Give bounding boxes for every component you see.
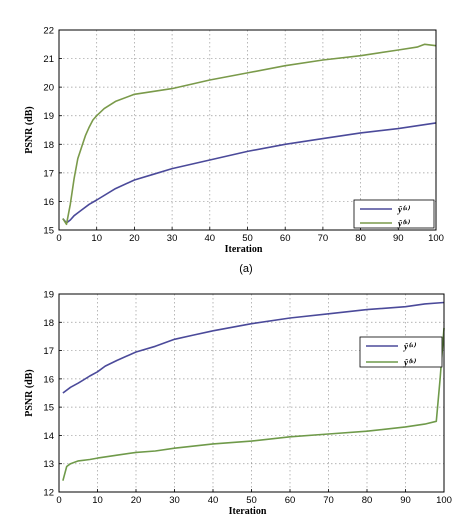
y-tick-label: 20	[43, 83, 54, 94]
y-tick-label: 19	[43, 290, 54, 301]
series-line-2	[62, 43, 437, 226]
x-axis-label: Iteration	[229, 506, 267, 517]
y-tick-label: 15	[43, 226, 54, 237]
x-tick-label: 70	[318, 233, 329, 244]
series-line-1	[62, 122, 437, 224]
legend-box	[353, 199, 435, 229]
plot-frame	[58, 293, 445, 493]
y-axis-label: PSNR (dB)	[24, 106, 35, 154]
y-tick-label: 19	[43, 111, 54, 122]
series-line-1	[62, 301, 445, 394]
y-tick-label: 18	[43, 318, 54, 329]
y-tick-label: 16	[43, 197, 54, 208]
x-tick-label: 50	[242, 233, 253, 244]
x-tick-label: 20	[131, 495, 142, 506]
x-tick-label: 30	[167, 233, 178, 244]
x-tick-label: 0	[56, 495, 61, 506]
y-tick-label: 17	[43, 346, 54, 357]
chart-panel-a: 0 10 20 30 40 50 60 70 80 90 100 15 16 17 18 19 20 21 22 It…	[24, 26, 444, 256]
y-tick-label: 22	[43, 26, 54, 37]
x-tick-label: 100	[436, 495, 452, 506]
x-tick-label: 90	[400, 495, 411, 506]
y-tick-label: 13	[43, 459, 54, 470]
panel-label-a: (a)	[239, 263, 252, 275]
x-axis-label: Iteration	[225, 244, 263, 255]
y-tick-label: 12	[43, 488, 54, 499]
x-tick-label: 0	[56, 233, 61, 244]
series-line-2	[62, 327, 445, 481]
x-tick-label: 40	[208, 495, 219, 506]
legend-entry-1: ŷ⁽ᵃ⁾	[403, 342, 417, 352]
x-tick-label: 50	[246, 495, 257, 506]
y-tick-label: 16	[43, 374, 54, 385]
x-tick-label: 10	[91, 233, 102, 244]
x-tick-label: 60	[285, 495, 296, 506]
x-tick-label: 60	[280, 233, 291, 244]
x-tick-label: 80	[362, 495, 373, 506]
x-tick-label: 20	[129, 233, 140, 244]
y-tick-label: 21	[43, 54, 54, 65]
x-tick-label: 30	[169, 495, 180, 506]
y-tick-label: 17	[43, 168, 54, 179]
y-tick-label: 15	[43, 403, 54, 414]
x-tick-label: 90	[393, 233, 404, 244]
legend-entry-1: ŷ⁽ᵃ⁾	[397, 205, 411, 215]
y-axis-label: PSNR (dB)	[24, 369, 35, 417]
x-tick-label: 40	[205, 233, 216, 244]
x-tick-label: 10	[92, 495, 103, 506]
chart-panel-b: 0 10 20 30 40 50 60 70 80 90 100 12 13 14 15 16 17 18 19 It…	[24, 290, 452, 518]
y-tick-label: 14	[43, 431, 54, 442]
legend-entry-2: ŷ⁽ᵇ⁾	[397, 219, 411, 229]
plot-frame	[58, 29, 437, 231]
x-tick-label: 70	[323, 495, 334, 506]
x-tick-label: 80	[355, 233, 366, 244]
y-tick-label: 18	[43, 140, 54, 151]
x-tick-label: 100	[428, 233, 444, 244]
legend-entry-2: ŷ⁽ᵇ⁾	[403, 358, 417, 368]
